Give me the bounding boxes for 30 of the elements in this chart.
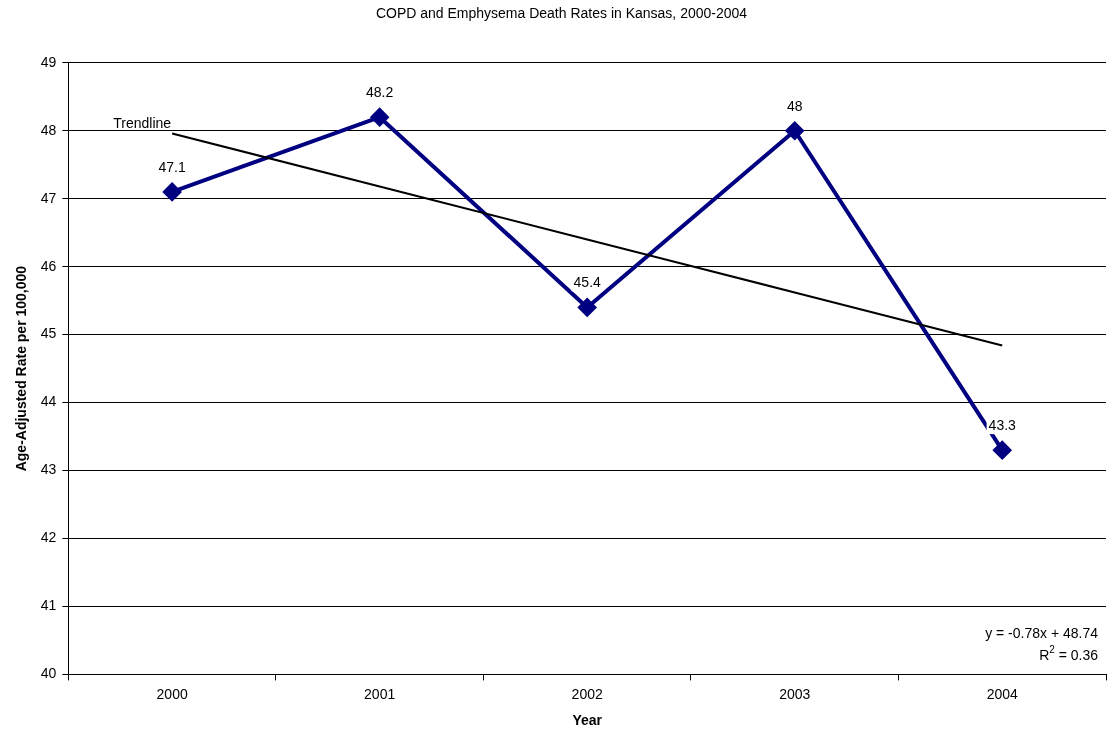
y-tick-label: 41 [40, 597, 57, 614]
data-label: 48 [786, 97, 803, 114]
x-tick-label: 2001 [364, 685, 396, 702]
y-tick-label: 44 [40, 393, 57, 410]
data-label: 45.4 [573, 274, 602, 291]
series-label: Trendline [113, 115, 172, 132]
x-axis-title: Year [572, 712, 603, 729]
point [370, 108, 389, 127]
y-tick-label: 45 [40, 325, 57, 342]
data-label: 48.2 [366, 84, 394, 101]
data-label: 43.3 [988, 417, 1017, 434]
point [993, 441, 1012, 460]
point [163, 182, 182, 201]
y-tick-label: 42 [40, 529, 57, 546]
y-tick-label: 43 [40, 461, 57, 478]
point [578, 298, 597, 317]
y-tick-label: 48 [40, 121, 57, 138]
y-tick-label: 46 [40, 257, 57, 274]
y-axis-title: Age-Adjusted Rate per 100,000 [13, 265, 30, 472]
point [785, 121, 804, 140]
y-tick-label: 47 [40, 189, 57, 206]
chart-title: COPD and Emphysema Death Rates in Kansas, 2000-2004 [375, 5, 748, 22]
x-tick-label: 2000 [156, 685, 188, 702]
x-tick-label: 2002 [571, 685, 603, 702]
y-tick-label: 49 [40, 53, 57, 70]
y-tick-label: 40 [40, 665, 57, 682]
annotation: y = -0.78x + 48.74 [985, 625, 1099, 642]
x-tick-label: 2003 [779, 685, 811, 702]
x-tick-label: 2004 [986, 685, 1019, 702]
data-label: 47.1 [158, 158, 186, 175]
